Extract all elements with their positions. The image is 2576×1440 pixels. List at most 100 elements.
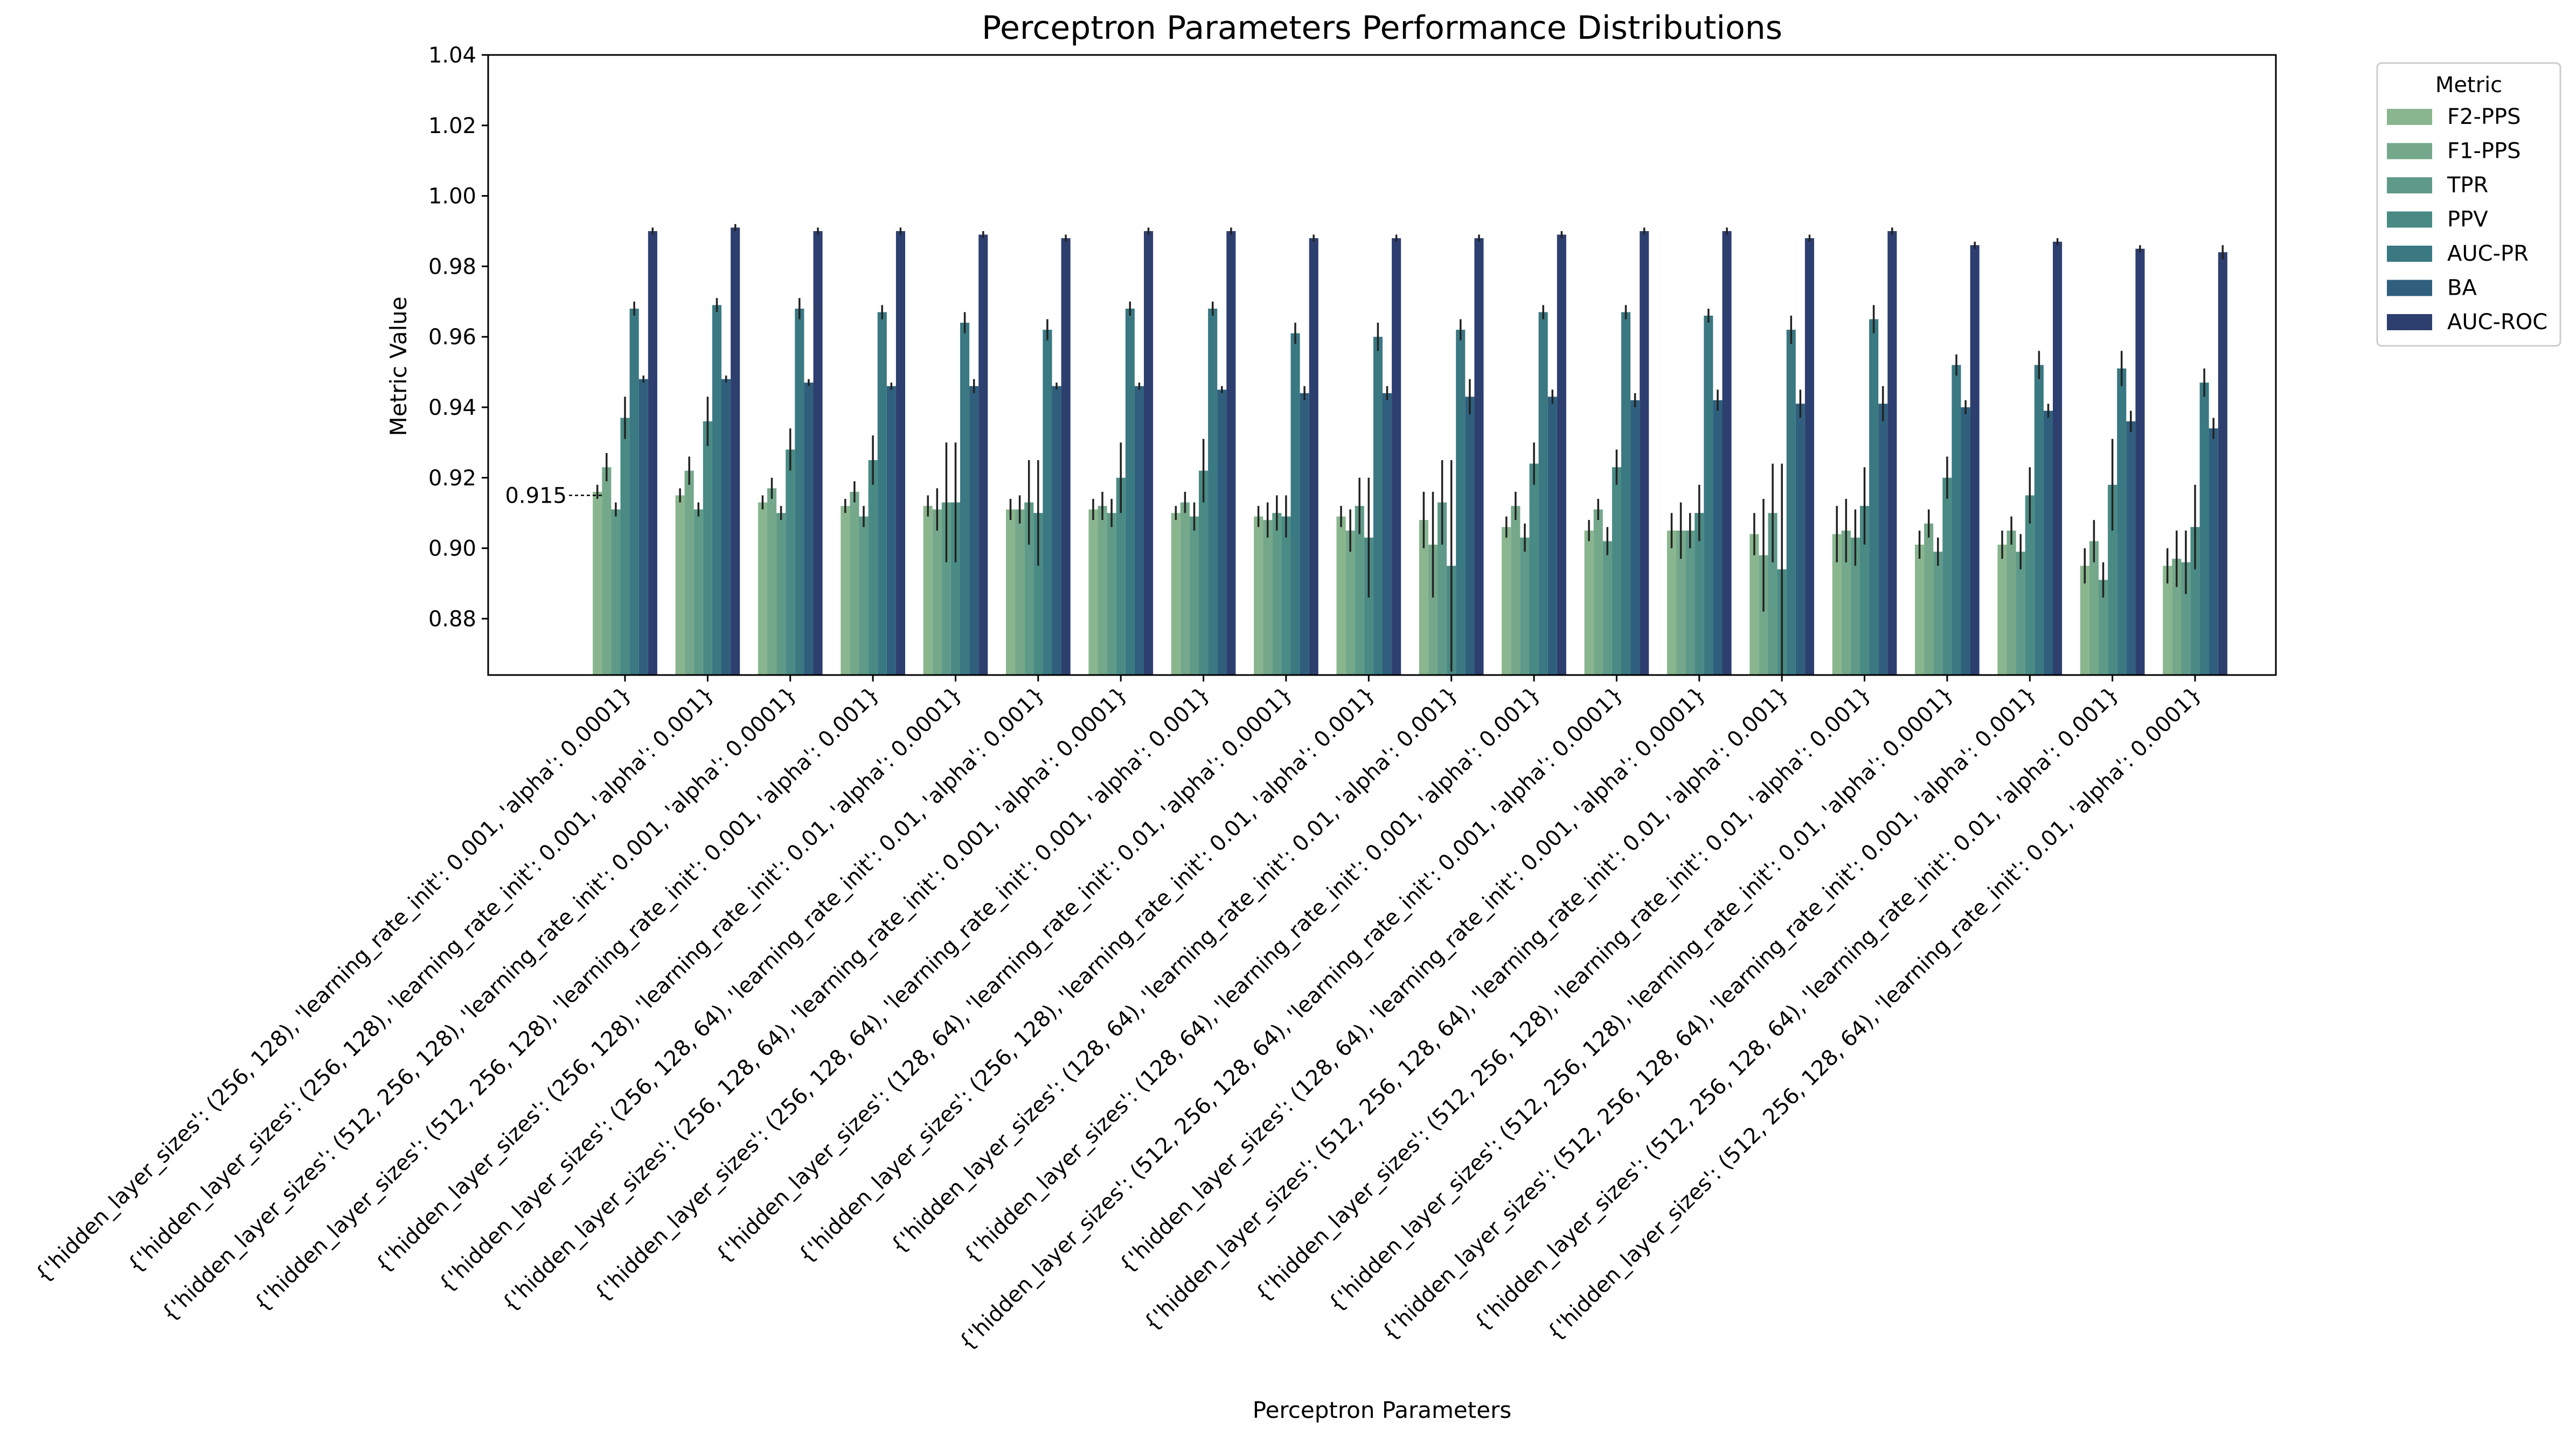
y-tick-label: 1.00 xyxy=(428,184,476,209)
bar xyxy=(1456,330,1466,675)
bar xyxy=(2126,421,2136,675)
bar xyxy=(932,509,942,675)
bar xyxy=(1290,333,1300,675)
bar xyxy=(1226,231,1236,675)
bar xyxy=(1171,513,1181,675)
y-tick-label: 0.92 xyxy=(428,466,476,491)
bar xyxy=(1538,312,1548,675)
bar xyxy=(923,506,933,675)
bar xyxy=(1970,245,1980,676)
y-tick-label: 1.04 xyxy=(428,43,476,68)
bar xyxy=(1961,407,1970,675)
bar xyxy=(2181,562,2191,675)
bar xyxy=(886,386,896,675)
bar xyxy=(1263,520,1273,675)
bar xyxy=(2080,566,2089,675)
bar xyxy=(1557,234,1566,675)
bar xyxy=(1704,315,1713,675)
bar xyxy=(638,379,648,675)
bar xyxy=(1547,396,1557,675)
bar xyxy=(1621,312,1631,675)
bar xyxy=(1850,537,1860,675)
legend-item-label: BA xyxy=(2447,276,2477,301)
legend-swatch xyxy=(2387,246,2432,262)
bar xyxy=(703,421,712,675)
y-tick-label: 0.98 xyxy=(428,254,476,279)
bar xyxy=(1786,330,1796,675)
series-tpr xyxy=(611,442,2191,675)
bar xyxy=(2108,484,2117,675)
bar xyxy=(1300,393,1309,675)
bar xyxy=(1355,506,1364,675)
series-ppv xyxy=(620,396,2200,675)
bar xyxy=(978,234,988,675)
bar xyxy=(1502,527,1511,675)
legend-swatch xyxy=(2387,143,2432,159)
bar xyxy=(795,308,804,675)
bar xyxy=(1612,467,1621,675)
x-tick-label: {'hidden_layer_sizes': (512, 256, 128), … xyxy=(157,682,802,1327)
bar xyxy=(1749,534,1759,675)
bar xyxy=(1336,516,1346,675)
bar xyxy=(1281,516,1291,675)
bar xyxy=(1685,530,1695,675)
bar xyxy=(960,323,970,675)
bar xyxy=(593,491,602,675)
bar xyxy=(1189,516,1199,675)
legend-swatch xyxy=(2387,280,2432,296)
x-tick-label: {'hidden_layer_sizes': (512, 256, 128, 6… xyxy=(1139,682,1794,1337)
series-f2-pps xyxy=(593,484,2172,675)
bar xyxy=(620,418,630,675)
bar xyxy=(941,502,951,675)
legend-item-label: F2-PPS xyxy=(2447,105,2521,129)
bar xyxy=(1997,545,2007,675)
bar xyxy=(1860,506,1870,675)
bar xyxy=(731,227,740,675)
bar xyxy=(1869,319,1879,675)
bar xyxy=(1208,308,1218,675)
y-tick-label: 0.96 xyxy=(428,325,476,350)
x-tick-label: {'hidden_layer_sizes': (512, 256, 128), … xyxy=(249,682,884,1317)
legend-item-label: F1-PPS xyxy=(2447,139,2521,164)
bar xyxy=(1520,537,1530,675)
bar xyxy=(1024,502,1034,675)
bar xyxy=(1199,470,1209,675)
legend-frame xyxy=(2376,62,2561,347)
plot-area xyxy=(487,54,2277,676)
bar xyxy=(611,509,621,675)
bar xyxy=(2135,248,2145,675)
bar xyxy=(841,506,850,675)
y-tick-label: 0.94 xyxy=(428,395,476,420)
bar xyxy=(1438,502,1447,675)
bar xyxy=(1364,537,1373,675)
legend-swatch xyxy=(2387,314,2432,330)
bar xyxy=(1924,523,1934,675)
bar xyxy=(1015,509,1025,675)
bar xyxy=(950,502,960,675)
y-axis-title: Metric Value xyxy=(385,296,412,436)
y-tick-label: 0.88 xyxy=(428,607,476,631)
bar xyxy=(767,488,777,675)
bar xyxy=(1667,530,1676,675)
x-tick-label: {'hidden_layer_sizes': (256, 128, 64), '… xyxy=(497,682,1133,1317)
bar xyxy=(1933,552,1943,675)
bar xyxy=(1392,238,1401,676)
bar xyxy=(1098,506,1107,675)
plot-frame xyxy=(487,54,2277,676)
bar xyxy=(1795,404,1805,675)
bar xyxy=(693,509,703,675)
bar xyxy=(1272,513,1282,675)
bar xyxy=(2190,527,2200,675)
bar xyxy=(1887,231,1897,675)
bar xyxy=(895,231,905,675)
bar xyxy=(2006,530,2016,675)
bar xyxy=(1254,516,1263,675)
bar xyxy=(969,386,979,675)
series-ba xyxy=(638,375,2218,675)
bar xyxy=(776,513,786,675)
bar xyxy=(1529,463,1539,675)
bar xyxy=(1722,231,1732,675)
bar xyxy=(1144,231,1154,675)
bar xyxy=(2043,411,2053,675)
bar xyxy=(1345,530,1355,675)
